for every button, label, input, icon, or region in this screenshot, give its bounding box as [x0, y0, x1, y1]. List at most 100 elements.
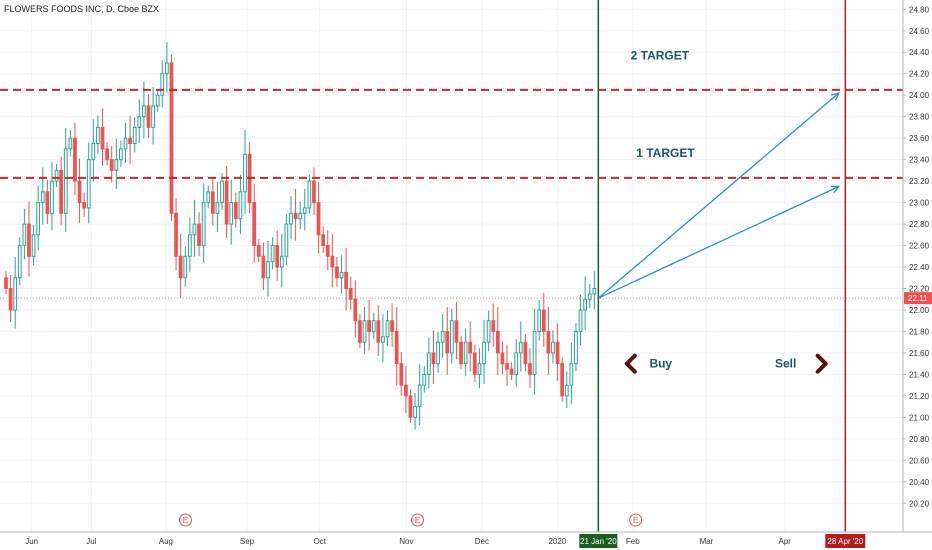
- x-tick-label: Feb: [626, 537, 640, 546]
- candle-body: [284, 223, 289, 257]
- y-tick-label: 21.20: [909, 392, 930, 401]
- price-axis-labels: 24.80 24.60 24.40 24.20 24.00 23.80 23.60 23.40…: [903, 5, 930, 508]
- candle-body: [514, 352, 519, 375]
- candle-body: [114, 159, 119, 171]
- candle-body: [215, 202, 220, 214]
- candle-body: [169, 62, 174, 214]
- candle-body: [404, 384, 408, 397]
- x-tick-label: Aug: [159, 537, 173, 546]
- candle-body: [472, 352, 477, 375]
- candle-body: [151, 105, 155, 128]
- candle-body: [40, 191, 45, 204]
- candle-body: [119, 148, 123, 161]
- y-tick-label: 23.40: [909, 156, 930, 165]
- y-tick-label: 20.20: [909, 499, 930, 508]
- candle-body: [270, 245, 275, 263]
- grid-lines: [0, 0, 903, 532]
- candle-body: [353, 298, 358, 322]
- candle-body: [394, 330, 399, 365]
- y-tick-label: 22.40: [909, 263, 930, 272]
- y-tick-label: 23.80: [909, 113, 930, 122]
- candle-body: [224, 180, 229, 225]
- candle-body: [431, 352, 436, 365]
- candle-body: [505, 363, 509, 370]
- annotation-label: 2 TARGET: [631, 48, 690, 62]
- candle-body: [197, 223, 201, 247]
- candle-body: [59, 169, 64, 214]
- candle-body: [289, 212, 293, 225]
- candle-body: [8, 287, 13, 311]
- candle-body: [417, 384, 422, 408]
- candle-body: [91, 143, 96, 161]
- candle-body: [445, 330, 450, 354]
- candle-body: [17, 245, 22, 279]
- sell-arrow-icon: [815, 353, 828, 374]
- y-tick-label: 22.00: [909, 306, 930, 315]
- candle-body: [100, 126, 105, 150]
- candle-body: [463, 341, 468, 365]
- candle-body: [362, 320, 367, 343]
- candle-body: [518, 341, 523, 354]
- y-tick-label: 23.60: [909, 134, 930, 143]
- date-badge: [579, 534, 618, 548]
- candle-body: [160, 73, 165, 96]
- earnings-label: E: [415, 516, 420, 525]
- candle-body: [574, 330, 578, 365]
- candle-body: [408, 395, 413, 418]
- candle-body: [174, 212, 178, 257]
- candle-body: [293, 212, 298, 220]
- annotation-label: Buy: [649, 357, 672, 371]
- date-badge-label: 28 Apr '20: [827, 537, 863, 546]
- y-tick-label: 24.40: [909, 48, 930, 57]
- target-arrow-line: [598, 185, 840, 299]
- candle-body: [183, 255, 188, 279]
- x-tick-label: 2020: [548, 537, 566, 546]
- candle-body: [31, 234, 36, 257]
- candle-body: [555, 341, 560, 365]
- candle-body: [36, 202, 41, 236]
- candle-body: [27, 223, 31, 257]
- candle-body: [583, 298, 588, 311]
- candle-body: [123, 137, 128, 150]
- x-tick-label: Oct: [313, 537, 326, 546]
- candle-body: [344, 271, 349, 289]
- candle-body: [96, 126, 100, 145]
- candle-body: [109, 159, 114, 171]
- candle-body: [551, 341, 555, 354]
- candle-body: [491, 320, 496, 332]
- candle-body: [4, 277, 8, 289]
- y-tick-label: 21.00: [909, 413, 930, 422]
- candle-body: [146, 105, 151, 128]
- candle-body: [132, 126, 137, 145]
- candle-body: [128, 137, 132, 145]
- candle-body: [330, 255, 335, 268]
- candle-body: [390, 320, 394, 332]
- time-axis-labels: Jun Jul Aug Sep Oct Nov Dec 2020 Feb Mar Apr: [25, 537, 791, 546]
- candle-body: [307, 180, 312, 209]
- candle-body: [220, 180, 224, 204]
- candle-body: [376, 320, 381, 343]
- candle-body: [335, 266, 339, 279]
- candle-body: [449, 320, 454, 354]
- y-tick-label: 20.40: [909, 478, 930, 487]
- candle-body: [50, 180, 54, 214]
- candle-body: [164, 62, 169, 75]
- candle-body: [229, 202, 234, 225]
- candle-body: [482, 341, 486, 365]
- candle-body: [256, 245, 261, 257]
- candle-body: [454, 320, 459, 343]
- candle-body: [592, 287, 597, 295]
- candle-body: [187, 234, 192, 257]
- target-arrowhead: [830, 92, 840, 101]
- candle-body: [528, 363, 532, 375]
- last-price-badge: [904, 292, 932, 305]
- candle-body: [275, 245, 280, 268]
- candle-body: [477, 363, 482, 375]
- y-tick-label: 24.80: [909, 5, 930, 14]
- candle-body: [266, 261, 270, 279]
- candle-body: [45, 191, 50, 214]
- y-tick-label: 20.60: [909, 456, 930, 465]
- candle-body: [68, 137, 73, 150]
